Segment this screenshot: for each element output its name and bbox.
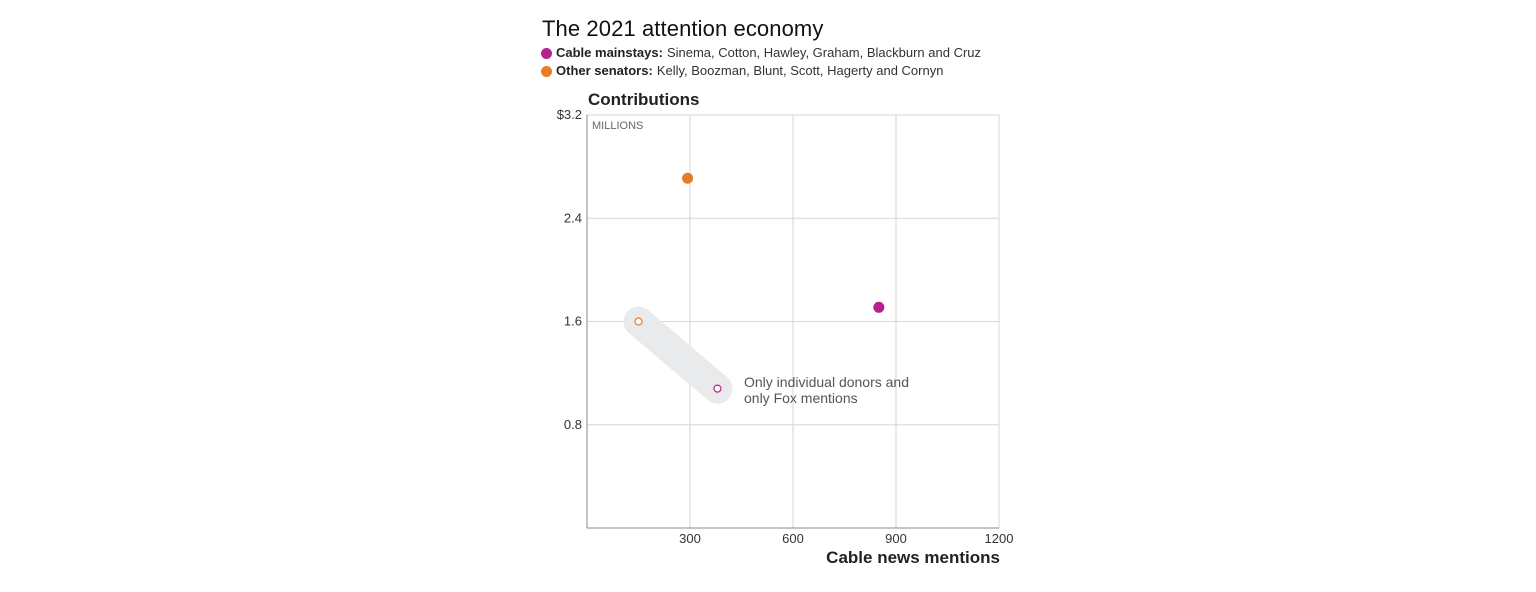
legend-item-cable-mainstays: Cable mainstays: Sinema, Cotton, Hawley,… bbox=[541, 44, 981, 62]
data-point bbox=[873, 301, 885, 313]
legend-series-name: Cable mainstays bbox=[556, 45, 659, 60]
y-axis-title: Contributions bbox=[588, 90, 700, 109]
y-tick-label: 1.6 bbox=[564, 314, 582, 329]
legend-item-other-senators: Other senators: Kelly, Boozman, Blunt, S… bbox=[541, 62, 981, 80]
legend-colon: : bbox=[658, 45, 663, 60]
x-tick-label: 900 bbox=[885, 531, 907, 546]
x-tick-label: 600 bbox=[782, 531, 804, 546]
legend-dot-icon bbox=[541, 65, 552, 77]
legend-series-members: Kelly, Boozman, Blunt, Scott, Hagerty an… bbox=[656, 63, 944, 78]
y-tick-label: 0.8 bbox=[564, 417, 582, 432]
x-axis-title: Cable news mentions bbox=[826, 548, 1000, 567]
x-tick-label: 300 bbox=[679, 531, 701, 546]
data-point bbox=[682, 172, 694, 184]
legend-dot-icon bbox=[541, 47, 552, 59]
legend-series-name: Other senators bbox=[556, 63, 649, 78]
legend: Cable mainstays: Sinema, Cotton, Hawley,… bbox=[541, 44, 981, 80]
data-point-hollow bbox=[634, 317, 643, 326]
legend-colon: : bbox=[648, 63, 653, 78]
y-tick-label: 2.4 bbox=[564, 210, 582, 225]
x-tick-label: 1200 bbox=[985, 531, 1014, 546]
y-units-label: MILLIONS bbox=[592, 120, 643, 132]
chart-title: The 2021 attention economy bbox=[542, 16, 824, 41]
annotation-line-2: only Fox mentions bbox=[744, 390, 858, 406]
y-tick-label: $3.2 bbox=[557, 107, 582, 122]
legend-series-members: Sinema, Cotton, Hawley, Graham, Blackbur… bbox=[666, 45, 982, 60]
data-point-hollow bbox=[713, 384, 722, 393]
annotation-highlight-band bbox=[623, 306, 733, 404]
annotation-line-1: Only individual donors and bbox=[744, 374, 909, 390]
annotation: Only individual donors and only Fox ment… bbox=[744, 374, 909, 406]
